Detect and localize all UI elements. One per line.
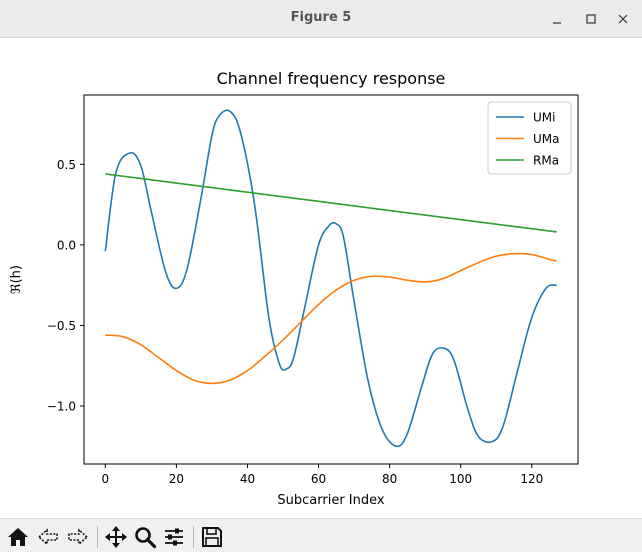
x-tick-label: 100	[449, 472, 472, 486]
toolbar-separator	[193, 526, 194, 548]
configure-subplots-icon	[165, 528, 183, 546]
plot-area[interactable]: Channel frequency response 0 20 40 60 80 100 1…	[0, 38, 642, 518]
axes-frame	[83, 94, 579, 465]
legend-label: UMa	[533, 132, 560, 146]
x-axis-label: Subcarrier Index	[277, 493, 384, 508]
y-axis-label: ℜ(h)	[9, 265, 24, 294]
y-ticks: −1.0 −0.5 0.0 0.5	[47, 158, 84, 413]
x-tick-label: 40	[240, 472, 255, 486]
legend-box	[487, 101, 572, 175]
forward-arrow-icon	[68, 528, 89, 546]
close-icon	[618, 14, 628, 24]
series-line-rma	[105, 173, 557, 233]
home-icon	[8, 528, 28, 546]
forward-button[interactable]	[65, 524, 91, 550]
save-floppy-icon	[202, 527, 222, 547]
close-button[interactable]	[612, 8, 634, 30]
y-tick-label: 0.0	[57, 238, 76, 252]
x-tick-label: 80	[382, 472, 397, 486]
toolbar-separator	[97, 526, 98, 548]
legend-label: RMa	[533, 154, 559, 168]
back-arrow-icon	[37, 528, 58, 546]
zoom-button[interactable]	[132, 524, 158, 550]
y-tick-label: 0.5	[57, 158, 76, 172]
series-line-uma	[105, 252, 557, 385]
x-ticks: 0 20 40 60 80 100 120	[102, 464, 543, 486]
minimize-button[interactable]	[546, 8, 568, 30]
series-layer	[104, 109, 557, 448]
series-line-umi	[104, 109, 557, 448]
x-tick-label: 20	[169, 472, 184, 486]
legend-label: UMi	[533, 111, 555, 125]
pan-move-icon	[105, 526, 127, 548]
navigation-toolbar	[0, 518, 642, 552]
y-tick-label: −1.0	[47, 399, 76, 413]
x-tick-label: 120	[520, 472, 543, 486]
window-title: Figure 5	[290, 10, 352, 25]
save-button[interactable]	[199, 524, 225, 550]
maximize-icon	[586, 14, 596, 24]
home-button[interactable]	[5, 524, 31, 550]
configure-subplots-button[interactable]	[161, 524, 187, 550]
back-button[interactable]	[35, 524, 61, 550]
zoom-magnifier-icon	[135, 527, 157, 549]
title-bar: Figure 5	[0, 0, 642, 38]
legend: UMi UMa RMa	[487, 101, 572, 175]
x-tick-label: 60	[311, 472, 326, 486]
maximize-button[interactable]	[580, 8, 602, 30]
x-tick-label: 0	[102, 472, 110, 486]
chart-title: Channel frequency response	[217, 69, 446, 88]
line-chart: Channel frequency response 0 20 40 60 80 100 1…	[9, 69, 579, 508]
y-tick-label: −0.5	[47, 319, 76, 333]
minimize-icon	[553, 22, 561, 24]
pan-button[interactable]	[103, 524, 129, 550]
